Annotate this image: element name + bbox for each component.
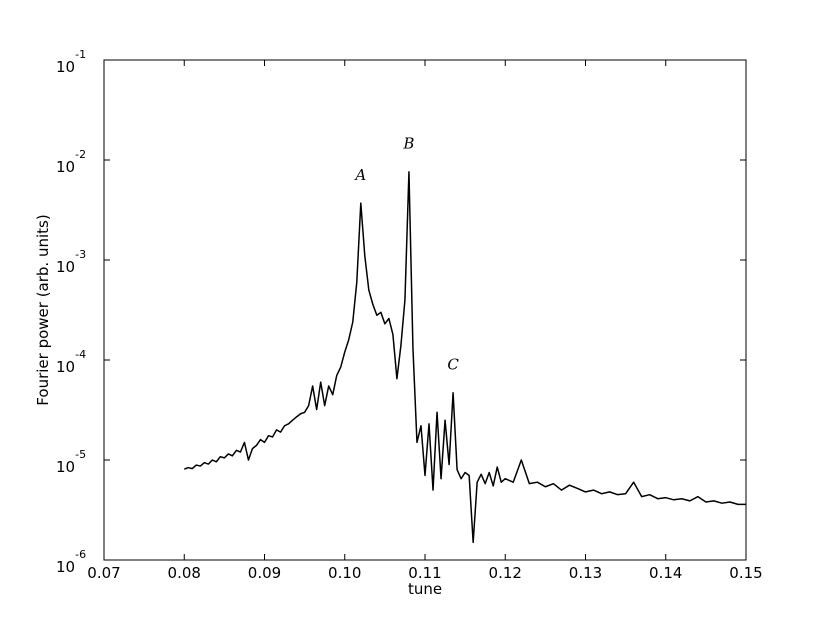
y-tick-base: 10 (56, 258, 75, 276)
annotation: B (402, 135, 414, 153)
y-tick-base: 10 (56, 458, 75, 476)
y-tick-label: 10-3 (56, 248, 86, 276)
x-tick-label: 0.12 (489, 564, 522, 582)
plot-frame (103, 59, 747, 561)
y-axis-label: Fourier power (arb. units) (34, 214, 52, 405)
y-tick-exponent: -6 (75, 548, 86, 561)
data-line (183, 171, 746, 544)
x-tick-label: 0.15 (729, 564, 762, 582)
y-tick-label: 10-4 (56, 348, 86, 376)
y-tick-exponent: -4 (75, 348, 86, 361)
y-tick-exponent: -5 (75, 448, 86, 461)
y-tick-base: 10 (56, 358, 75, 376)
x-tick-label: 0.08 (168, 564, 201, 582)
x-tick-label: 0.09 (248, 564, 281, 582)
y-tick-base: 10 (56, 158, 75, 176)
x-tick-label: 0.11 (408, 564, 441, 582)
y-tick-base: 10 (56, 558, 75, 576)
x-tick-label: 0.07 (87, 564, 120, 582)
y-tick-label: 10-2 (56, 148, 86, 176)
x-tick-label: 0.10 (328, 564, 361, 582)
y-tick-label: 10-6 (56, 548, 86, 576)
x-tick-label: 0.13 (569, 564, 602, 582)
y-tick-label: 10-5 (56, 448, 86, 476)
x-axis-label: tune (408, 580, 442, 598)
y-tick-exponent: -1 (75, 48, 86, 61)
y-tick-base: 10 (56, 58, 75, 76)
annotation: C (447, 356, 459, 374)
x-tick-label: 0.14 (649, 564, 682, 582)
y-tick-exponent: -3 (75, 248, 86, 261)
y-tick-exponent: -2 (75, 148, 86, 161)
annotation: A (353, 166, 366, 184)
y-tick-label: 10-1 (56, 48, 86, 76)
